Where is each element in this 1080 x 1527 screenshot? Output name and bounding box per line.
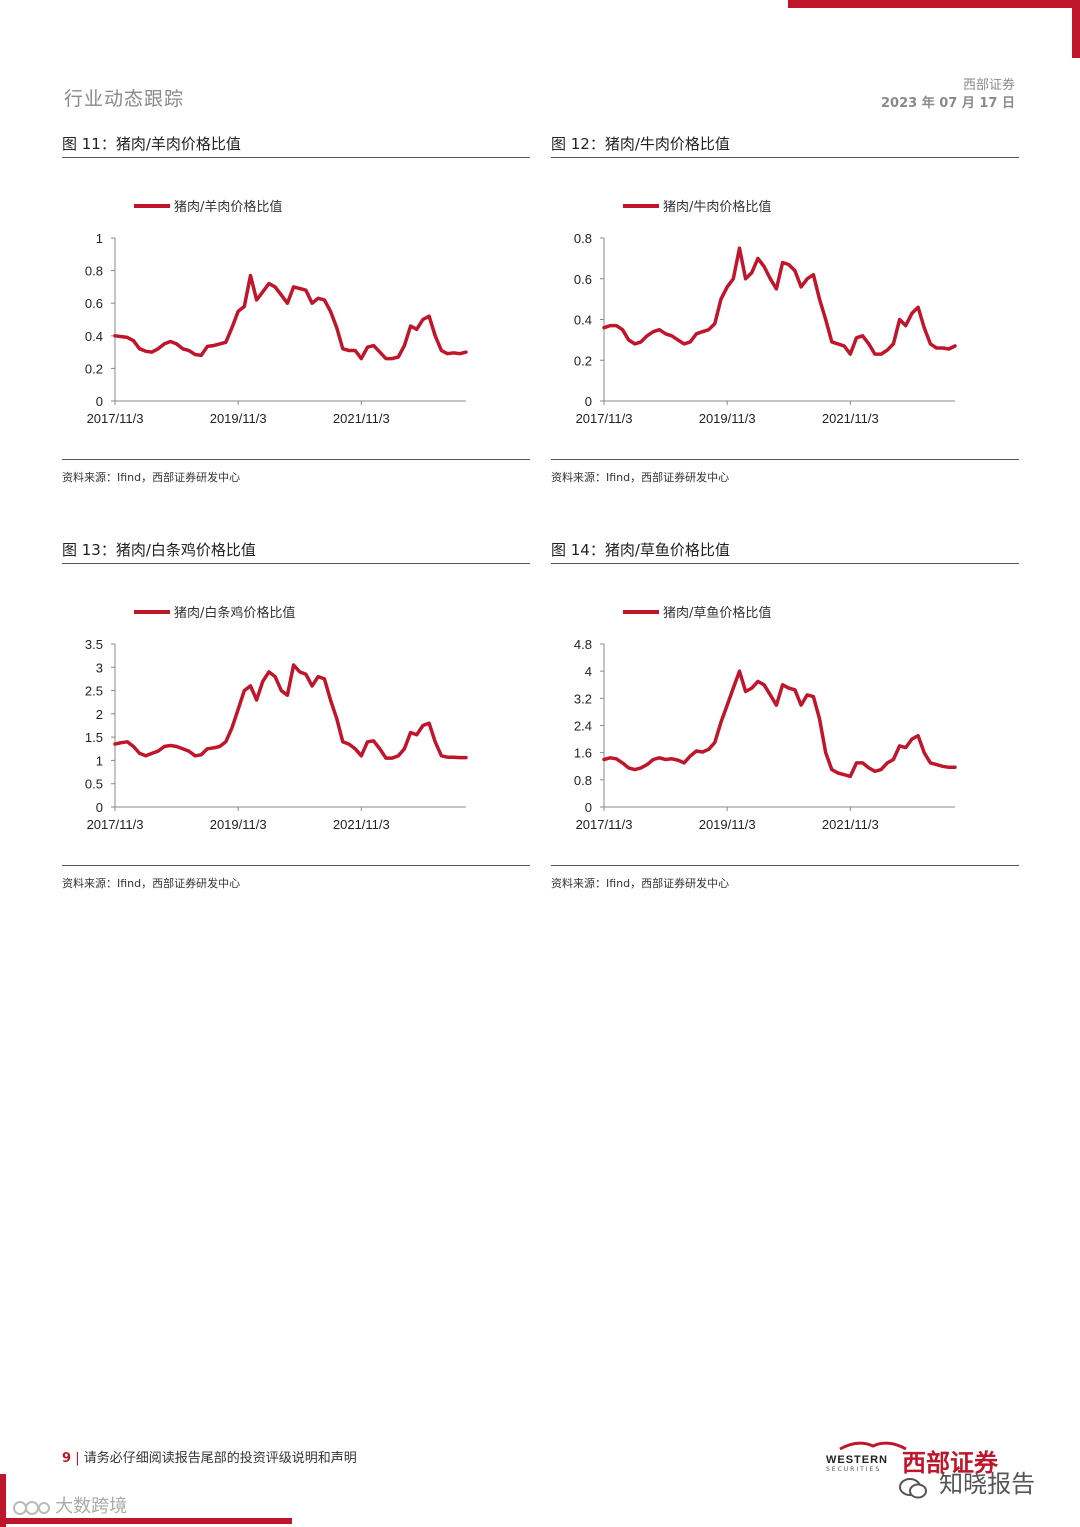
- x-tick-label: 2019/11/3: [210, 411, 267, 426]
- y-tick-label: 0.2: [85, 361, 103, 376]
- x-tick-label: 2021/11/3: [822, 817, 879, 832]
- x-tick-label: 2019/11/3: [699, 817, 756, 832]
- legend-label: 猪肉/白条鸡价格比值: [174, 605, 295, 621]
- series-line: [113, 273, 468, 361]
- source-note: 资料来源：Ifind，西部证券研发中心: [551, 877, 730, 890]
- bottom-rule: [62, 865, 530, 866]
- y-tick-label: 1: [96, 231, 103, 246]
- bottom-red-bar: [0, 1518, 292, 1524]
- figure-12-panel: 图 12：猪肉/牛肉价格比值 猪肉/牛肉价格比值 0 0.2 0.4 0.6 0.8 201…: [551, 131, 1019, 491]
- figure-title: 图 12：猪肉/牛肉价格比值: [551, 131, 1019, 158]
- y-tick-label: 0: [96, 394, 103, 409]
- x-tick-label: 2021/11/3: [333, 817, 390, 832]
- y-tick-label: 4.8: [574, 637, 592, 652]
- x-tick-label: 2017/11/3: [576, 411, 633, 426]
- right-red-bar: [1072, 0, 1080, 58]
- figure-title: 图 14：猪肉/草鱼价格比值: [551, 537, 1019, 564]
- watermark-left: 大数跨境: [10, 1492, 127, 1518]
- y-tick-label: 0.8: [85, 264, 103, 279]
- legend-label: 猪肉/草鱼价格比值: [663, 605, 771, 621]
- line-chart: 猪肉/草鱼价格比值 0 0.8 1.6 2.4 3.2 4 4.8 2017/11/3 2019/…: [574, 605, 957, 832]
- watermark-right: 知晓报告: [898, 1464, 1035, 1500]
- disclaimer: 请务必仔细阅读报告尾部的投资评级说明和声明: [83, 1451, 357, 1466]
- x-tick-label: 2019/11/3: [699, 411, 756, 426]
- watermark-right-text: 知晓报告: [939, 1470, 1036, 1498]
- y-tick-label: 3.5: [85, 637, 103, 652]
- section-title: 行业动态跟踪: [64, 88, 185, 110]
- wm-logo-icon: [10, 1498, 50, 1518]
- x-tick-label: 2019/11/3: [210, 817, 267, 832]
- y-tick-label: 3: [96, 660, 103, 675]
- y-tick-label: 0: [585, 800, 592, 815]
- y-tick-label: 0.5: [85, 777, 103, 792]
- figure-11-panel: 图 11：猪肉/羊肉价格比值 猪肉/羊肉价格比值 0 0.2 0.4 0.6 0.8 1 20…: [62, 131, 530, 491]
- y-tick-label: 4: [585, 664, 592, 679]
- figure-14-panel: 图 14：猪肉/草鱼价格比值 猪肉/草鱼价格比值 0 0.8 1.6 2.4 3.2 4 4.…: [551, 537, 1019, 897]
- y-tick-label: 0.8: [574, 231, 592, 246]
- series-line: [602, 669, 957, 779]
- logo-en: WESTERN: [826, 1454, 888, 1466]
- x-tick-label: 2017/11/3: [576, 817, 633, 832]
- y-tick-label: 1: [96, 753, 103, 768]
- y-tick-label: 0.4: [85, 329, 103, 344]
- wechat-icon: [898, 1476, 928, 1500]
- page-number: 9: [62, 1451, 72, 1466]
- bottom-rule: [551, 459, 1019, 460]
- source-note: 资料来源：Ifind，西部证券研发中心: [62, 471, 241, 484]
- y-tick-label: 3.2: [574, 691, 592, 706]
- watermark-left-text: 大数跨境: [55, 1496, 128, 1517]
- figure-title: 图 13：猪肉/白条鸡价格比值: [62, 537, 530, 564]
- y-tick-label: 0.2: [574, 353, 592, 368]
- logo-en-sub: SECURITIES: [826, 1466, 882, 1473]
- line-chart: 猪肉/白条鸡价格比值 0 0.5 1 1.5 2 2.5 3 3.5 2017/11/3 2019/…: [85, 605, 468, 832]
- logo-cn: 西部证券: [902, 1449, 998, 1477]
- y-tick-label: 2: [96, 707, 103, 722]
- bottom-rule: [551, 865, 1019, 866]
- line-chart: 猪肉/牛肉价格比值 0 0.2 0.4 0.6 0.8 2017/11/3 2019/11/3…: [574, 199, 957, 426]
- top-red-bar: [788, 0, 1080, 8]
- footer: 9 | 请务必仔细阅读报告尾部的投资评级说明和声明: [62, 1451, 357, 1466]
- bull-horn-icon: [839, 1441, 907, 1451]
- line-chart: 猪肉/羊肉价格比值 0 0.2 0.4 0.6 0.8 1 2017/11/3 2019/11/…: [85, 199, 468, 426]
- y-tick-label: 2.5: [85, 684, 103, 699]
- y-tick-label: 0: [96, 800, 103, 815]
- y-tick-label: 2.4: [574, 719, 592, 734]
- y-tick-label: 0.8: [574, 773, 592, 788]
- source-note: 资料来源：Ifind，西部证券研发中心: [551, 471, 730, 484]
- series-line: [602, 246, 957, 356]
- figure-title: 图 11：猪肉/羊肉价格比值: [62, 131, 530, 158]
- legend-label: 猪肉/羊肉价格比值: [174, 199, 282, 215]
- header-date: 2023 年 07 月 17 日: [881, 96, 1015, 111]
- y-tick-label: 0.6: [85, 296, 103, 311]
- y-tick-label: 1.6: [574, 746, 592, 761]
- y-tick-label: 0.4: [574, 313, 592, 328]
- legend-label: 猪肉/牛肉价格比值: [663, 199, 771, 215]
- y-tick-label: 0.6: [574, 272, 592, 287]
- figure-13-panel: 图 13：猪肉/白条鸡价格比值 猪肉/白条鸡价格比值 0 0.5 1 1.5 2 2.5 3 3…: [62, 537, 530, 897]
- left-red-bar: [0, 1474, 6, 1527]
- series-line: [113, 663, 468, 760]
- y-tick-label: 0: [585, 394, 592, 409]
- bottom-rule: [62, 459, 530, 460]
- x-tick-label: 2017/11/3: [87, 411, 144, 426]
- x-tick-label: 2021/11/3: [333, 411, 390, 426]
- x-tick-label: 2021/11/3: [822, 411, 879, 426]
- header-company: 西部证券: [962, 78, 1015, 93]
- source-note: 资料来源：Ifind，西部证券研发中心: [62, 877, 241, 890]
- y-tick-label: 1.5: [85, 730, 103, 745]
- x-tick-label: 2017/11/3: [87, 817, 144, 832]
